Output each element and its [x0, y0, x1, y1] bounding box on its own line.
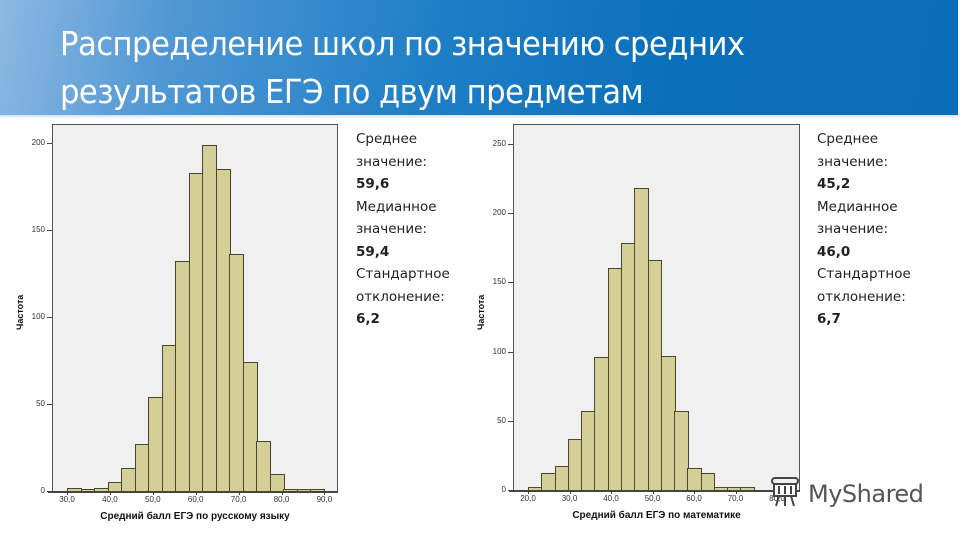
- y-tick-mark: [47, 404, 52, 405]
- x-tick-label: 40,0: [102, 495, 118, 504]
- projector-screen-icon: [768, 476, 802, 512]
- median-label-2: значение:: [356, 221, 428, 237]
- median-label-2: значение:: [817, 221, 889, 237]
- x-tick-label: 60,0: [187, 495, 204, 504]
- y-tick-label: 100: [31, 312, 45, 321]
- title-banner: [0, 0, 958, 117]
- x-tick-label: 20,0: [520, 494, 536, 503]
- stats-russian: Среднее значение: 59,6 Медианное значени…: [356, 128, 450, 331]
- y-tick-mark: [47, 143, 52, 144]
- y-tick-label: 100: [492, 346, 506, 356]
- std-label: Стандартное: [356, 266, 450, 282]
- y-tick-mark: [508, 143, 513, 145]
- std-label: Стандартное: [817, 266, 911, 282]
- histogram-bar: [256, 440, 272, 492]
- x-tick-label: 50,0: [145, 495, 161, 504]
- x-tick-label: 50,0: [644, 494, 661, 503]
- mean-label-2: значение:: [356, 153, 428, 170]
- x-tick-label: 60,0: [686, 494, 702, 503]
- y-tick-label: 150: [492, 277, 506, 287]
- median-label: Медианное: [356, 198, 437, 215]
- histogram-bar: [700, 473, 716, 491]
- y-tick-label: 0: [501, 485, 506, 494]
- y-axis-label: Частота: [476, 294, 486, 330]
- y-tick-mark: [47, 230, 52, 231]
- x-axis-label: Средний балл ЕГЭ по русскому языку: [100, 511, 290, 522]
- x-tick-mark: [528, 490, 529, 494]
- stats-math: Среднее значение: 45,2 Медианное значени…: [817, 128, 911, 331]
- y-tick-label: 200: [492, 208, 506, 217]
- histogram-bar: [310, 489, 326, 492]
- watermark-text: MyShared: [808, 480, 924, 508]
- median-value: 46,0: [817, 243, 851, 260]
- y-tick-label: 250: [492, 138, 506, 148]
- histogram-bar: [674, 411, 689, 491]
- x-tick-label: 90,0: [316, 495, 333, 504]
- mean-value: 59,6: [356, 176, 390, 192]
- y-tick-mark: [47, 317, 52, 318]
- title-line-2: результатов ЕГЭ по двум предметам: [60, 72, 644, 111]
- median-value: 59,4: [356, 243, 390, 260]
- x-tick-label: 80,0: [769, 494, 785, 503]
- x-tick-mark: [152, 491, 154, 495]
- x-tick-label: 30,0: [59, 495, 75, 504]
- mean-value: 45,2: [817, 176, 851, 192]
- y-tick-label: 50: [497, 415, 506, 425]
- mean-label: Среднее: [817, 131, 879, 147]
- x-tick-mark: [195, 491, 197, 495]
- y-tick-mark: [47, 491, 52, 492]
- x-tick-label: 70,0: [727, 494, 744, 503]
- y-tick-mark: [508, 490, 513, 491]
- std-value: 6,2: [356, 311, 380, 327]
- histogram-bar: [242, 362, 258, 492]
- x-tick-mark: [652, 490, 654, 494]
- x-tick-mark: [109, 491, 111, 495]
- x-tick-mark: [238, 491, 240, 495]
- y-tick-mark: [508, 420, 513, 422]
- median-label: Медианное: [817, 198, 898, 215]
- x-tick-mark: [694, 490, 695, 494]
- std-label-2: отклонение:: [356, 288, 445, 305]
- x-tick-label: 40,0: [603, 494, 619, 503]
- x-tick-label: 30,0: [561, 494, 578, 503]
- x-tick-mark: [569, 490, 571, 494]
- histogram-bar: [740, 487, 756, 491]
- x-tick-mark: [67, 491, 68, 495]
- y-tick-mark: [508, 351, 513, 353]
- y-tick-label: 0: [40, 486, 45, 495]
- x-tick-mark: [324, 491, 326, 495]
- x-tick-mark: [735, 490, 737, 494]
- y-tick-label: 200: [31, 138, 45, 147]
- y-tick-mark: [508, 213, 513, 214]
- title-line-1: Распределение школ по значению средних: [60, 24, 745, 63]
- banner-edge: [0, 115, 958, 119]
- std-label-2: отклонение:: [817, 288, 906, 305]
- x-tick-mark: [281, 491, 283, 495]
- y-tick-label: 50: [36, 399, 45, 408]
- mean-label: Среднее: [356, 131, 418, 147]
- histogram-bar: [269, 473, 285, 492]
- std-value: 6,7: [817, 311, 841, 327]
- x-tick-label: 80,0: [273, 495, 290, 504]
- x-axis-label: Средний балл ЕГЭ по математике: [572, 510, 741, 521]
- mean-label-2: значение:: [817, 153, 889, 170]
- y-tick-mark: [508, 282, 513, 284]
- x-tick-mark: [611, 490, 612, 494]
- watermark: MyShared: [768, 476, 924, 512]
- y-tick-label: 150: [31, 225, 45, 234]
- page-title: Распределение школ по значению средних р…: [60, 20, 745, 116]
- x-tick-label: 70,0: [230, 495, 247, 504]
